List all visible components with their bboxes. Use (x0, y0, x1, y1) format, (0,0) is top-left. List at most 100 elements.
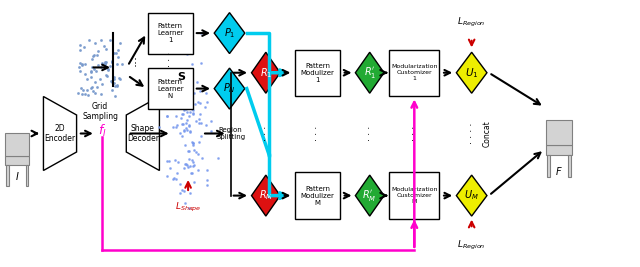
Bar (5, 133, 29, 156)
Text: $P_1$: $P_1$ (224, 26, 236, 40)
Point (179, 101, 189, 105)
Point (184, 106, 194, 111)
Point (191, 150, 201, 154)
Point (186, 171, 196, 175)
Point (188, 160, 198, 164)
Point (179, 92, 189, 97)
Point (169, 175, 179, 180)
Point (162, 114, 172, 118)
Point (170, 158, 180, 162)
Point (90, 41, 100, 45)
Point (164, 159, 174, 163)
Point (107, 59, 117, 64)
Point (154, 125, 164, 129)
Polygon shape (355, 175, 384, 216)
Point (109, 84, 120, 88)
Point (109, 77, 119, 81)
Point (97, 62, 107, 66)
Point (185, 164, 195, 168)
Point (193, 100, 203, 104)
Point (99, 61, 109, 65)
Text: $F$: $F$ (555, 165, 563, 177)
Point (206, 129, 216, 133)
Point (100, 62, 110, 66)
Point (161, 174, 172, 178)
Point (77, 61, 87, 66)
Point (202, 183, 212, 187)
Point (197, 156, 207, 160)
Point (179, 108, 189, 112)
Point (93, 63, 103, 68)
Point (188, 141, 198, 146)
Point (196, 61, 207, 65)
Point (193, 167, 203, 172)
Point (92, 85, 102, 89)
Point (109, 74, 119, 79)
Text: ...: ... (125, 53, 138, 65)
Point (88, 54, 98, 58)
Point (187, 171, 197, 175)
Bar (547, 155, 550, 177)
Point (178, 122, 188, 126)
Point (186, 102, 196, 107)
Point (92, 69, 102, 73)
Point (109, 81, 120, 85)
Point (168, 103, 178, 108)
Point (109, 93, 120, 98)
Text: Pattern
Learner
N: Pattern Learner N (157, 78, 184, 99)
Point (175, 131, 185, 135)
Point (88, 89, 99, 93)
Point (196, 121, 206, 125)
Text: Pattern
Modulizer
M: Pattern Modulizer M (301, 186, 334, 206)
Point (184, 114, 194, 118)
Point (90, 80, 100, 84)
Point (86, 69, 96, 73)
Point (168, 46, 179, 50)
Point (99, 43, 109, 48)
Polygon shape (126, 96, 159, 171)
Point (186, 110, 196, 115)
Point (180, 143, 190, 147)
Point (84, 38, 94, 42)
Point (97, 82, 108, 86)
Point (79, 72, 90, 76)
FancyBboxPatch shape (390, 50, 439, 96)
Text: $L_{Region}$: $L_{Region}$ (458, 239, 486, 252)
Point (103, 67, 113, 72)
Point (163, 158, 173, 163)
Point (201, 123, 211, 127)
Point (187, 62, 197, 67)
Text: $R_1$: $R_1$ (260, 66, 272, 80)
Point (106, 60, 116, 64)
Text: $I$: $I$ (15, 171, 20, 182)
Point (77, 91, 87, 96)
Point (111, 51, 121, 55)
Point (178, 112, 188, 117)
Point (182, 83, 192, 87)
Point (81, 77, 92, 81)
Point (189, 91, 199, 95)
Text: Modularization
Customizer
1: Modularization Customizer 1 (391, 64, 438, 81)
Point (191, 119, 202, 123)
Point (188, 112, 198, 117)
Polygon shape (456, 175, 487, 216)
Point (171, 124, 181, 129)
Point (196, 134, 206, 138)
Point (202, 178, 212, 182)
Text: $R_M$: $R_M$ (259, 189, 273, 202)
Polygon shape (252, 175, 280, 216)
Point (191, 80, 202, 84)
Point (195, 31, 205, 35)
Point (184, 123, 194, 128)
Point (86, 69, 97, 74)
Point (184, 206, 194, 211)
Text: $U_1$: $U_1$ (465, 66, 479, 80)
Point (90, 91, 100, 95)
Point (172, 171, 182, 175)
Point (108, 88, 118, 93)
Text: $U_M$: $U_M$ (464, 189, 479, 202)
Point (175, 182, 185, 187)
Point (116, 61, 127, 66)
Point (87, 85, 97, 89)
Point (179, 166, 189, 170)
